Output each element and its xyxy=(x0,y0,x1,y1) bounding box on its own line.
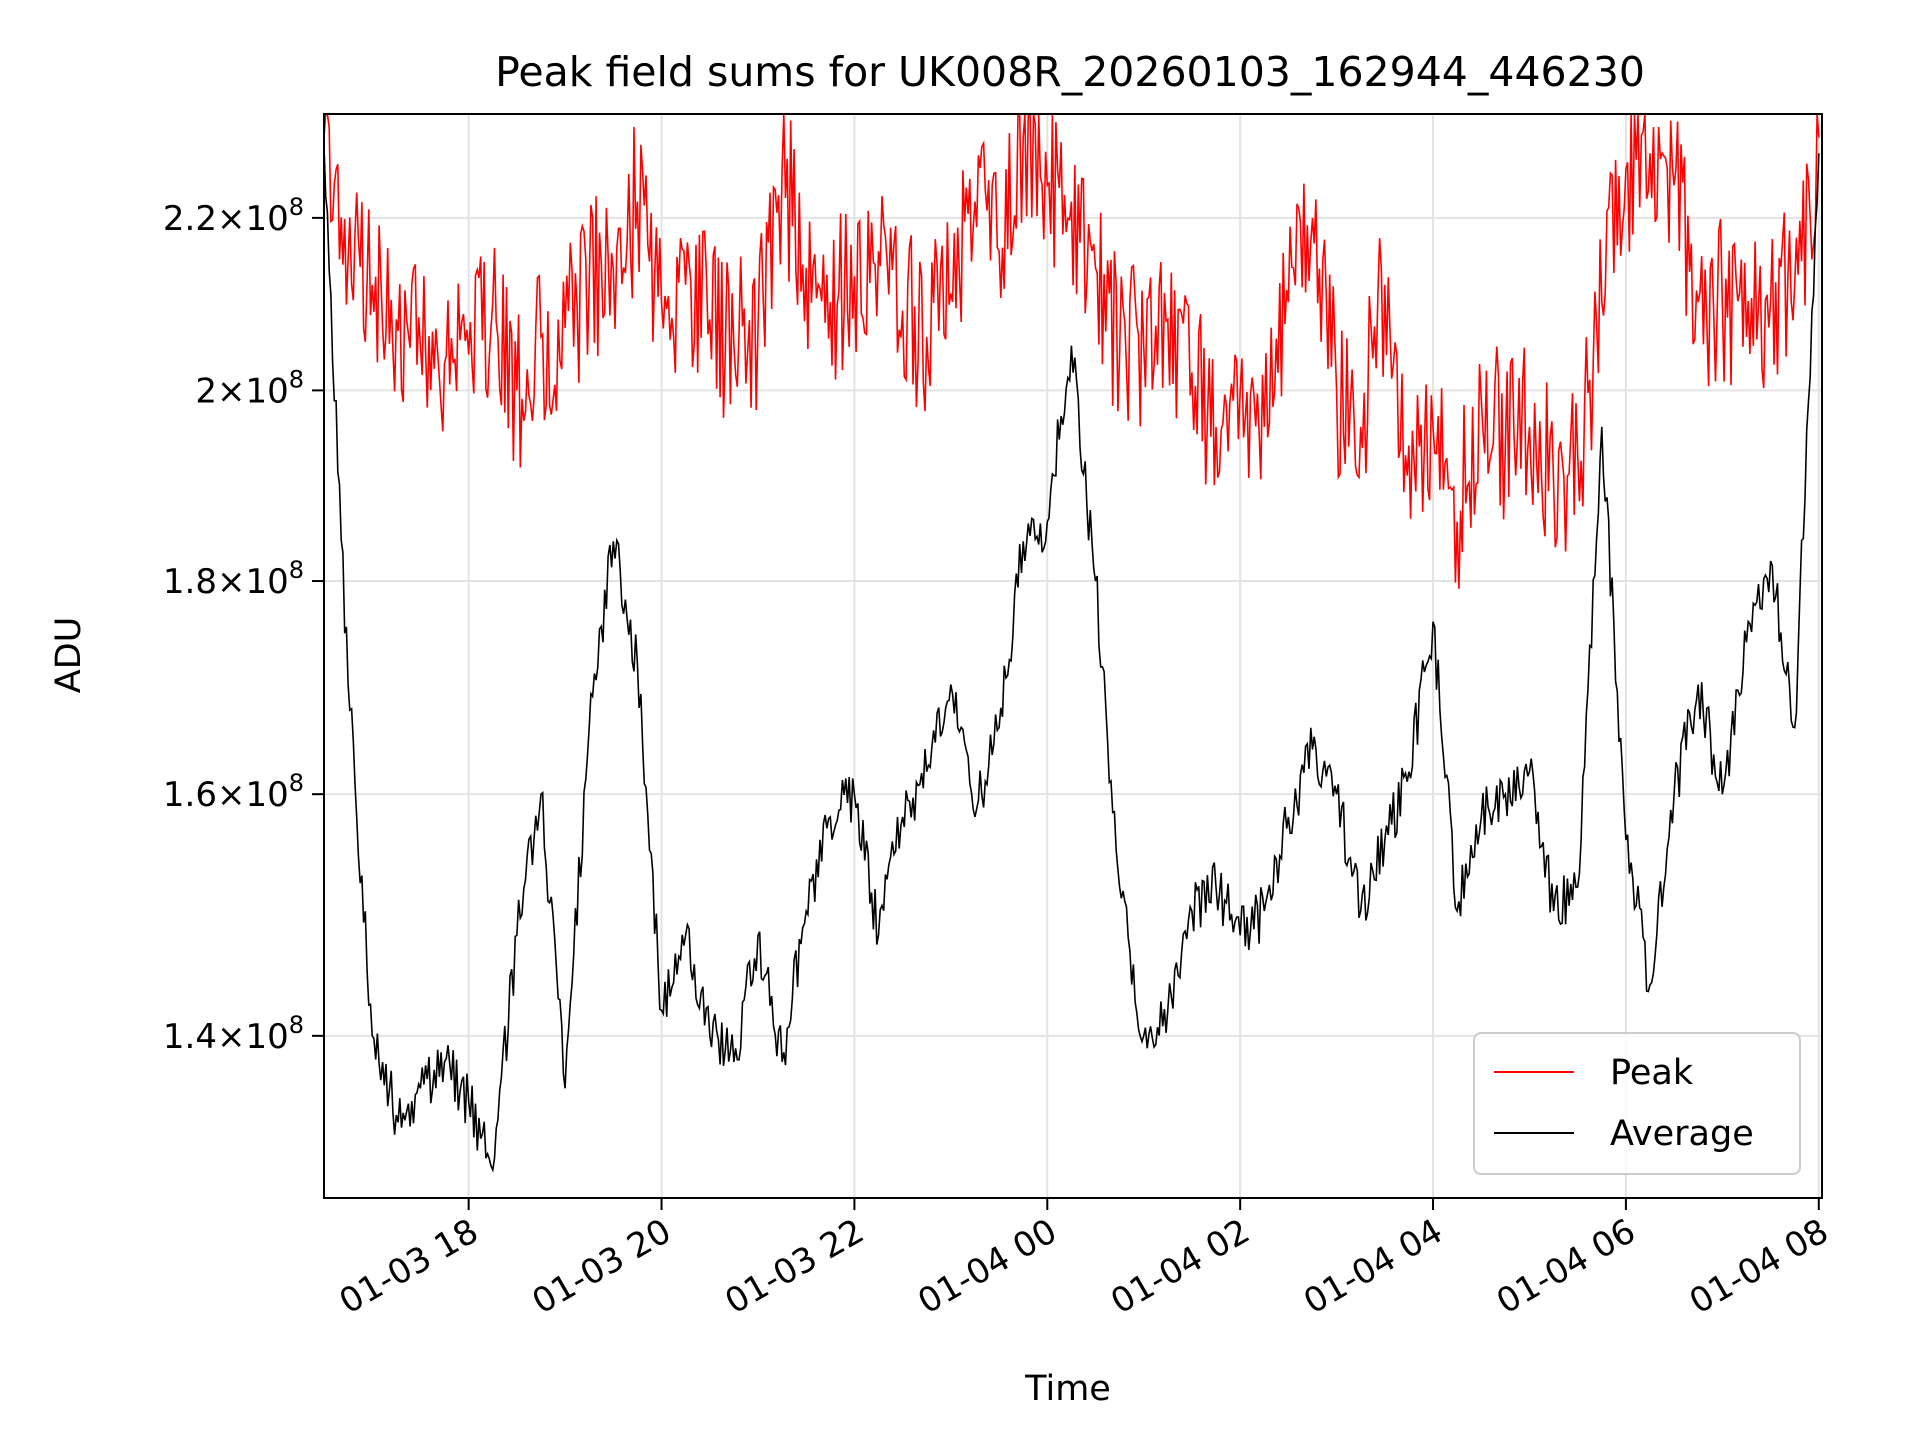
legend: Peak Average xyxy=(1473,1032,1801,1175)
series-layer xyxy=(324,114,1820,1173)
y-axis-label: ADU xyxy=(49,617,89,694)
legend-peak-label: Peak xyxy=(1610,1053,1694,1093)
series-line-peak xyxy=(324,114,1820,589)
y-tick-label: 2.2×108 xyxy=(163,193,304,239)
series-line-average xyxy=(324,145,1820,1173)
y-tick-label: 1.6×108 xyxy=(163,769,304,815)
chart-title: Peak field sums for UK008R_20260103_1629… xyxy=(495,48,1645,96)
x-axis-label: Time xyxy=(1024,1369,1111,1409)
plot-frame xyxy=(323,113,1823,1199)
y-tick-label: 1.8×108 xyxy=(163,556,304,602)
y-tick-label: 1.4×108 xyxy=(163,1011,304,1057)
legend-box xyxy=(1473,1032,1801,1175)
y-tick-label: 2×108 xyxy=(195,365,304,411)
legend-average-label: Average xyxy=(1610,1114,1754,1154)
